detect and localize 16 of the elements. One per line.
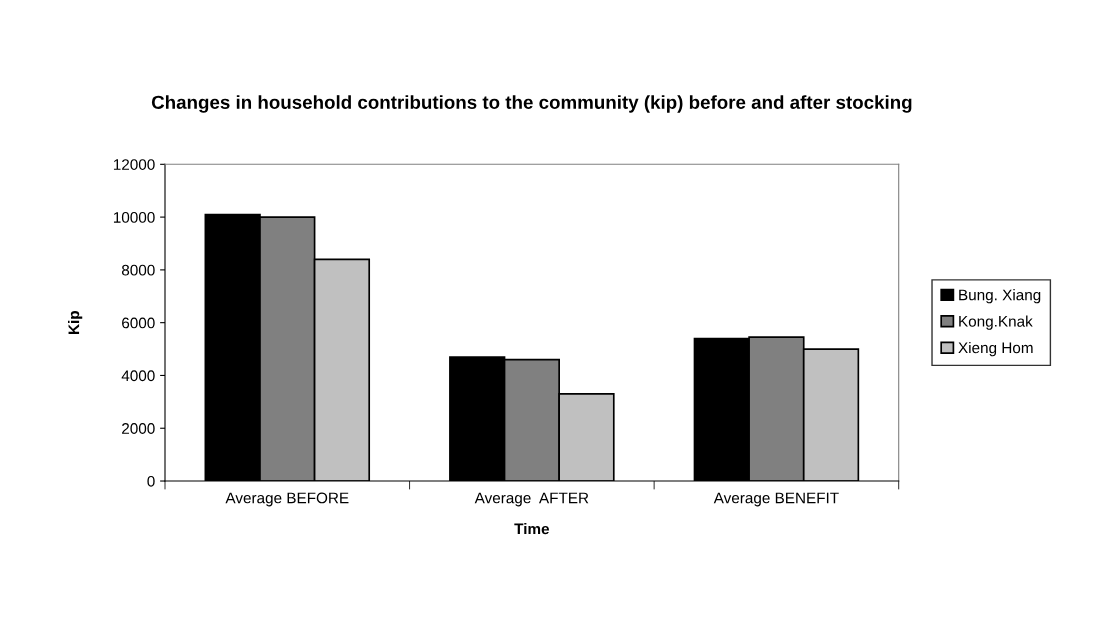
x-tick-label: Average AFTER [474,492,589,507]
legend-label: Xieng Hom [958,342,1033,357]
x-tick-label: Average BENEFIT [713,492,839,507]
legend-label: Bung. Xiang [959,289,1041,304]
y-tick-label: 6000 [122,317,155,329]
chart-title: Changes in household contributions to the community (kip) before and after stocking [151,95,912,113]
x-axis-title: Time [514,523,550,535]
y-axis-title: Kip [68,310,83,334]
y-tick-label: 4000 [121,370,155,382]
y-tick-label: 8000 [121,264,155,276]
y-tick-label: 2000 [122,423,155,434]
y-tick-label: 10000 [113,211,155,223]
y-tick-label: 12000 [113,159,155,170]
x-tick-label: Average BEFORE [225,492,349,507]
y-tick-label: 0 [147,475,155,487]
legend-label: Kong.Knak [959,315,1033,330]
